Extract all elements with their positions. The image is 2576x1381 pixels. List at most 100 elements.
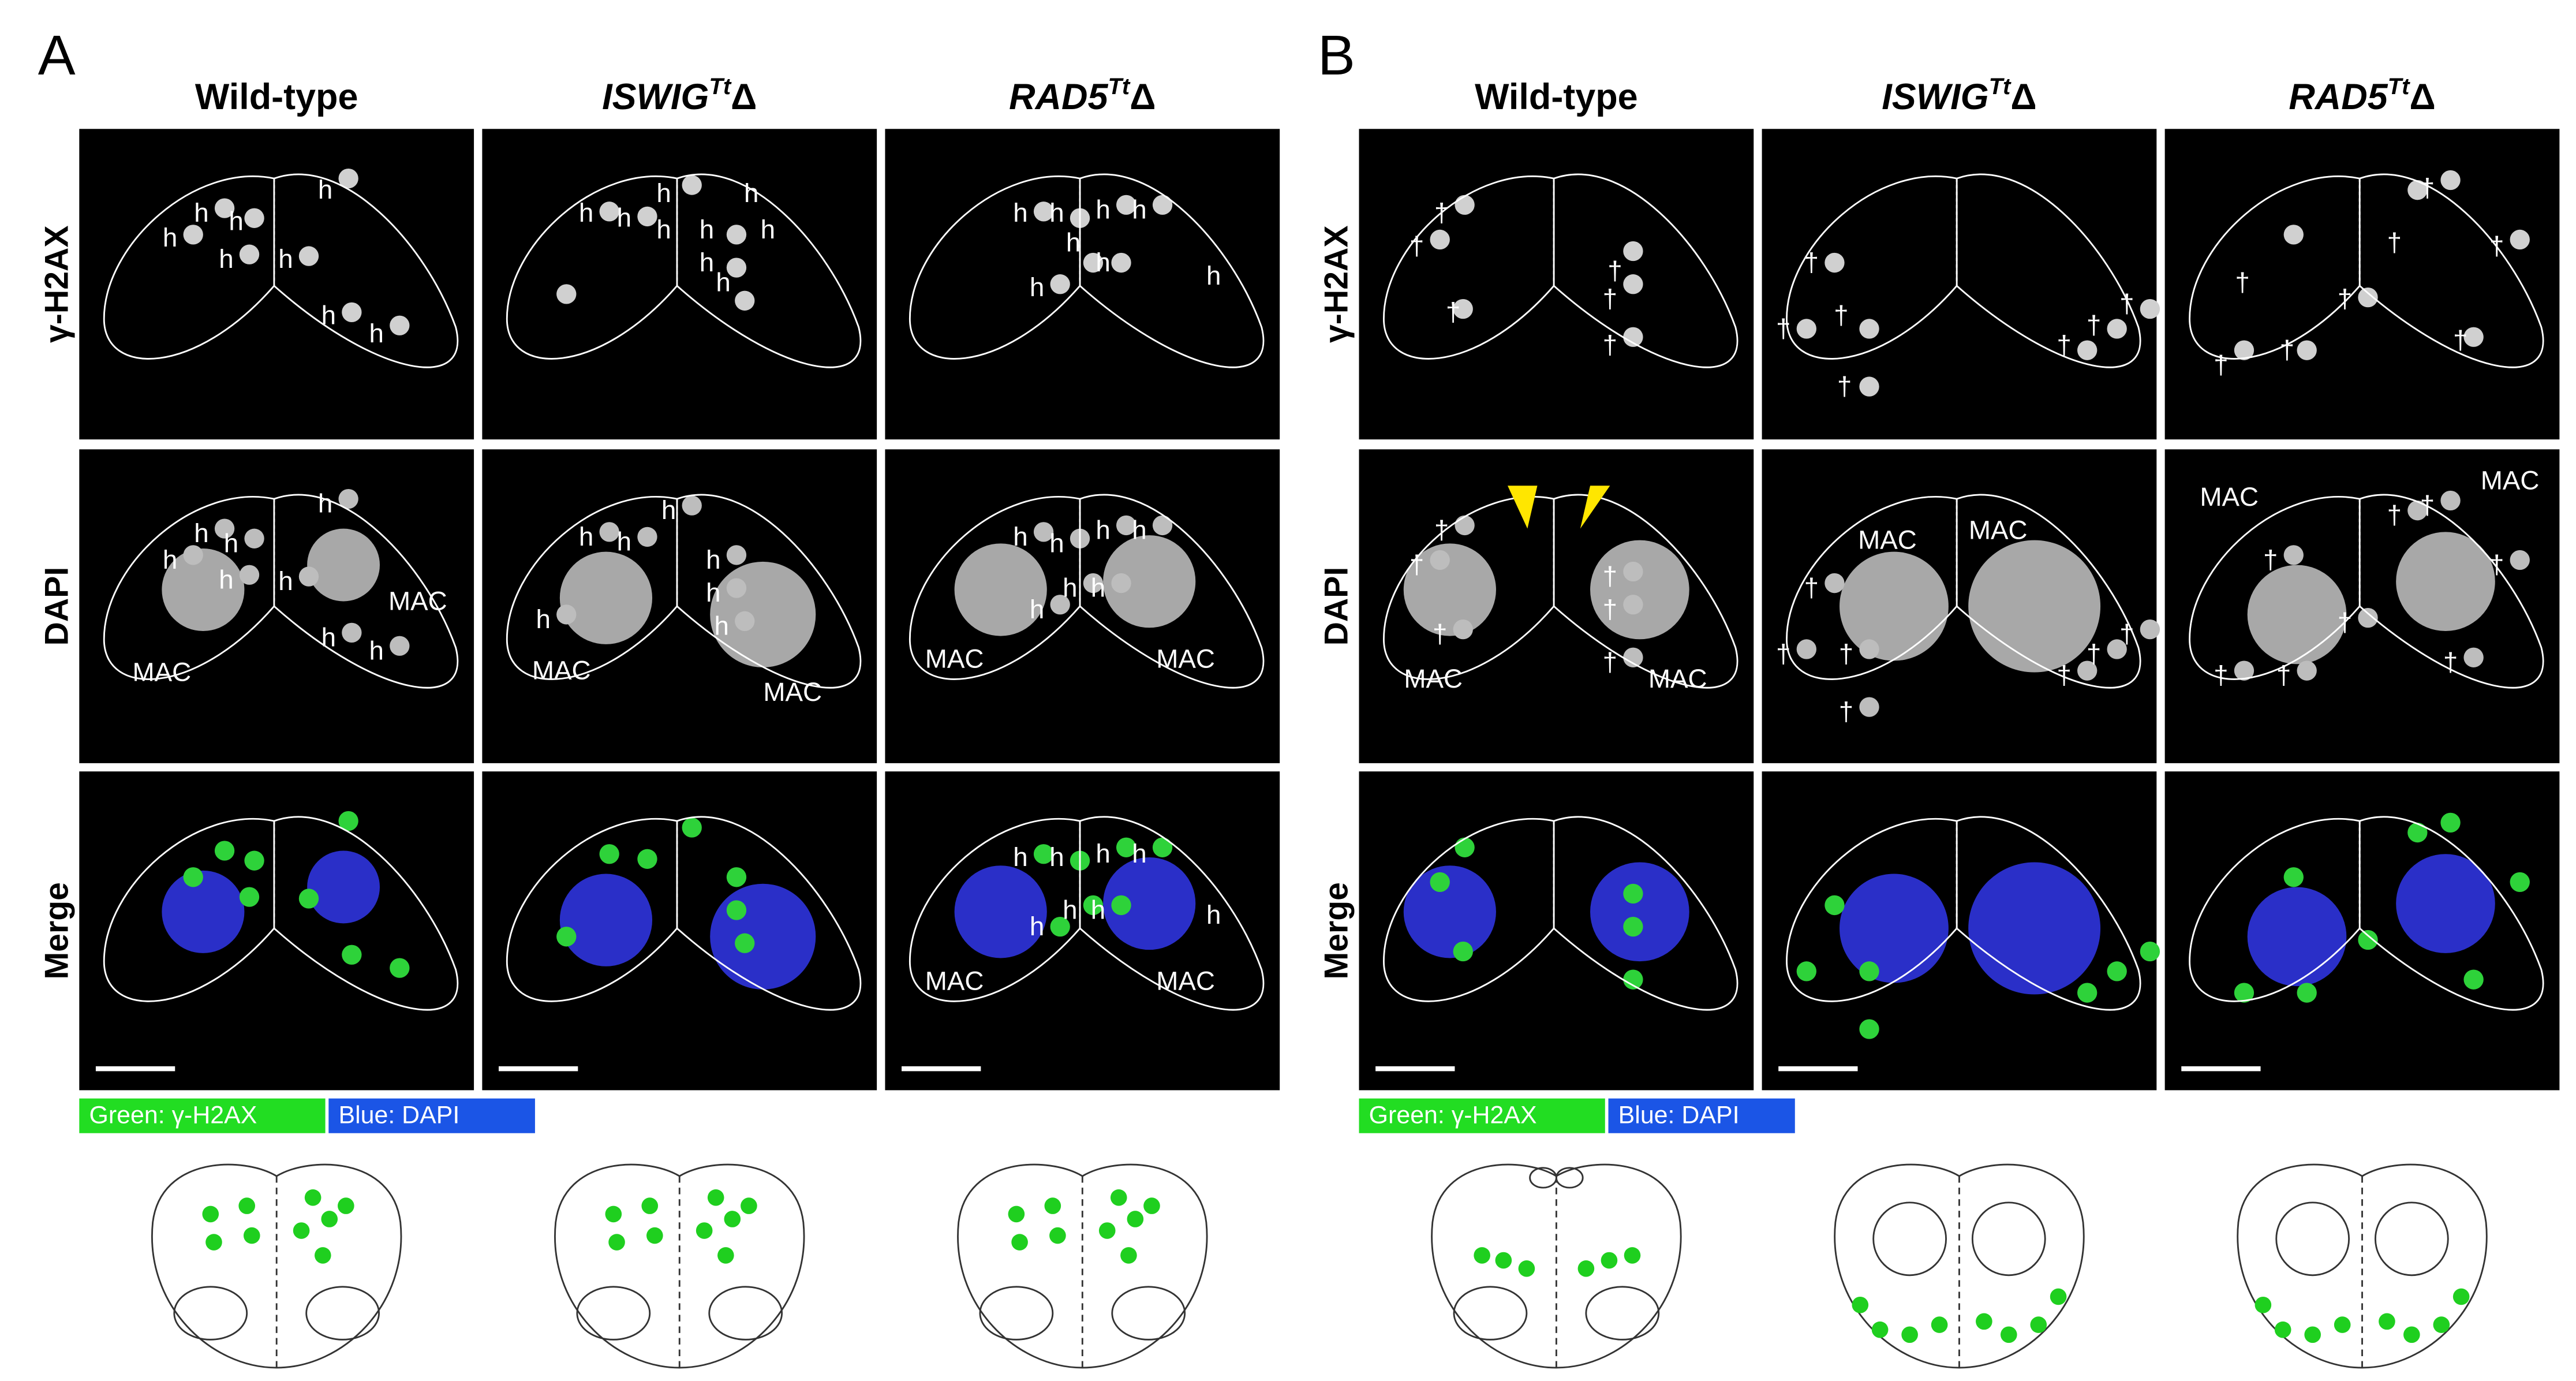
cell-outline — [1786, 496, 1958, 680]
schematic-mac — [2275, 1201, 2350, 1277]
annotation: h — [706, 545, 720, 574]
annotation: MAC — [133, 657, 192, 686]
column-header: Wild-type — [1475, 77, 1638, 117]
annotation: h — [1096, 515, 1110, 544]
focus — [1796, 319, 1816, 339]
micrograph — [2164, 771, 2560, 1091]
cell-outline — [2359, 173, 2544, 368]
image-background — [1762, 129, 2157, 440]
image-background — [79, 129, 474, 440]
focus — [682, 175, 702, 195]
micrograph: † † † † † † † † MAC MAC — [2164, 449, 2560, 763]
focus — [682, 495, 702, 516]
focus — [1083, 895, 1104, 916]
focus — [1430, 229, 1450, 250]
schematic-focus — [2030, 1316, 2047, 1333]
nucleus — [2396, 854, 2495, 953]
focus — [2440, 812, 2461, 833]
focus — [338, 811, 358, 831]
annotation: MAC — [1404, 664, 1463, 693]
row-label: Merge — [38, 882, 75, 979]
cell-outline — [1553, 494, 1738, 689]
micrograph — [1359, 771, 1754, 1091]
gene-name: ISWIG — [602, 77, 709, 117]
schematic-focus — [1931, 1316, 1948, 1333]
schematic-focus — [1120, 1247, 1137, 1264]
annotation: h — [1096, 195, 1110, 224]
annotation: h — [1013, 842, 1027, 872]
schematic-focus — [1852, 1296, 1869, 1313]
annotation: MAC — [1156, 966, 1215, 995]
focus — [1796, 639, 1816, 659]
schematic-focus — [2379, 1313, 2395, 1330]
schematic-focus — [2050, 1288, 2067, 1305]
annotation: h — [229, 206, 243, 236]
legend-swatch — [79, 1098, 326, 1133]
focus — [1083, 252, 1104, 273]
annotation: h — [1049, 528, 1064, 558]
annotation: MAC — [763, 677, 822, 707]
schematic-focus — [304, 1189, 321, 1206]
focus — [239, 565, 260, 585]
annotation: h — [1091, 895, 1105, 924]
annotation: h — [1091, 573, 1105, 603]
schematic-mac — [708, 1286, 783, 1341]
annotation: † — [1603, 284, 1617, 313]
schematic-focus — [1008, 1205, 1025, 1223]
cell-outline — [1786, 176, 1958, 360]
nucleus — [1103, 535, 1196, 628]
column-header: RAD5TtΔ — [1009, 74, 1156, 117]
schematic-focus — [205, 1234, 222, 1251]
focus — [1152, 515, 1173, 536]
focus — [2463, 969, 2484, 990]
annotation: MAC — [1969, 515, 2028, 544]
schematic-cell — [1834, 1163, 2085, 1369]
schematic-focus — [707, 1189, 724, 1206]
schematic — [957, 1163, 1208, 1369]
arrowhead — [1507, 486, 1538, 529]
micrograph — [79, 771, 474, 1091]
annotation: † — [1433, 619, 1447, 649]
annotation: † — [2280, 335, 2294, 365]
annotation: h — [194, 198, 208, 227]
nucleus — [1403, 865, 1496, 958]
schematic-focus — [202, 1205, 219, 1223]
schematic-focus — [641, 1197, 659, 1214]
focus — [244, 850, 264, 871]
schematic-focus — [741, 1197, 757, 1214]
focus — [1859, 639, 1879, 659]
annotation: MAC — [1858, 525, 1917, 555]
schematic-focus — [315, 1247, 331, 1264]
schematic-mac — [1872, 1201, 1947, 1277]
annotation: h — [1013, 522, 1027, 551]
focus — [556, 284, 577, 304]
micrograph — [482, 771, 877, 1091]
focus — [726, 545, 747, 565]
legend-label: Green: γ-H2AX — [1369, 1101, 1537, 1129]
focus — [2297, 340, 2317, 360]
annotation: h — [1030, 595, 1044, 624]
focus — [1455, 195, 1475, 215]
annotation: h — [1132, 515, 1146, 544]
focus — [1453, 298, 1473, 319]
focus — [1623, 883, 1643, 904]
suffix: Δ — [2409, 77, 2435, 117]
annotation: † — [1776, 639, 1790, 669]
annotation: h — [700, 215, 714, 244]
annotation: † — [1603, 647, 1617, 677]
annotation: MAC — [388, 586, 447, 615]
annotation: † — [2119, 619, 2134, 649]
focus — [2510, 229, 2530, 250]
focus — [735, 611, 755, 632]
nucleus — [2396, 532, 2495, 632]
focus — [1859, 376, 1879, 397]
image-background — [2164, 129, 2560, 440]
schematic-cell — [151, 1163, 402, 1369]
focus — [338, 168, 358, 189]
schematic-mac — [1585, 1286, 1660, 1341]
focus — [1859, 697, 1879, 717]
superscript: Tt — [1989, 74, 2012, 99]
annotation: h — [1132, 839, 1146, 868]
focus — [2463, 647, 2484, 667]
